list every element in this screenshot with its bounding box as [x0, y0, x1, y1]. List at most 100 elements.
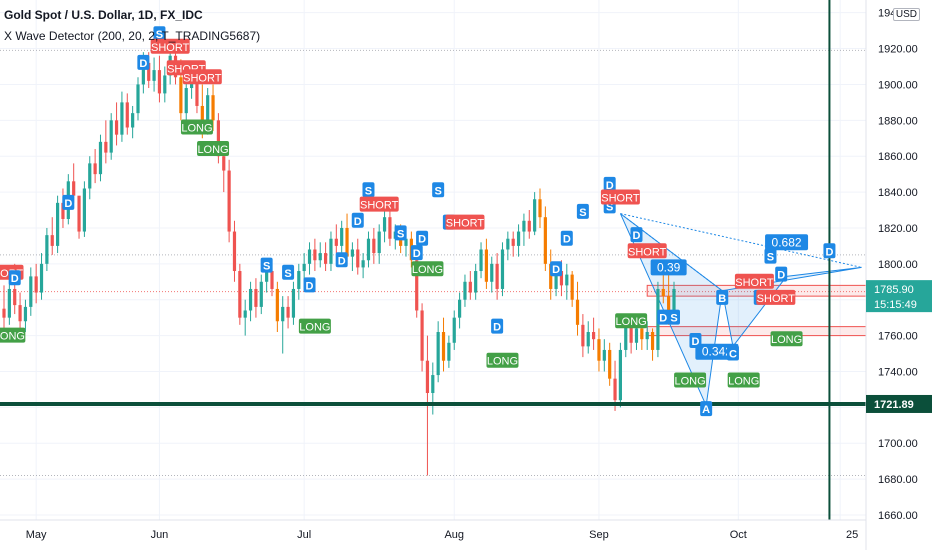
wave-marker [657, 309, 670, 325]
candle [350, 249, 354, 257]
candle [211, 95, 215, 121]
wave-marker [603, 176, 616, 192]
wave-marker [416, 230, 429, 246]
signal-long-label: LONG [487, 356, 518, 368]
pattern-diagonal [620, 213, 723, 292]
currency-button[interactable]: USD [892, 8, 920, 21]
wave-marker [764, 248, 777, 264]
candle [645, 332, 649, 340]
candle [109, 120, 113, 153]
candle [388, 217, 392, 239]
candle [597, 339, 601, 361]
candle [152, 70, 156, 81]
candle [254, 288, 258, 307]
candle [667, 296, 671, 315]
candle [516, 231, 521, 246]
candle [131, 113, 135, 128]
signal-short-label-bg [627, 243, 667, 259]
candle [495, 263, 499, 289]
candle [361, 260, 365, 268]
wave-marker-label: B [718, 293, 726, 305]
candle [275, 288, 279, 322]
candle [147, 62, 151, 81]
wave-marker-label: D [338, 255, 346, 267]
symbol-title: Gold Spot / U.S. Dollar, 1D, FX_IDC [4, 8, 203, 22]
price-tick-label: 1900.00 [878, 79, 918, 91]
signal-long-label: LONG [181, 122, 212, 134]
wave-marker-label: D [418, 234, 426, 246]
wave-marker [550, 261, 563, 277]
wave-marker-label: D [493, 322, 501, 334]
candle [77, 195, 81, 232]
signal-long-label-bg [674, 372, 707, 388]
candle [18, 305, 22, 322]
candle [441, 332, 446, 361]
candle [238, 271, 242, 318]
candle [184, 88, 188, 114]
time-tick-label: Oct [730, 529, 747, 541]
candle [613, 378, 617, 401]
candle [163, 75, 167, 94]
candle [206, 95, 210, 128]
candle [297, 271, 301, 289]
wave-marker-label: D [659, 313, 667, 325]
wave-marker [560, 230, 573, 246]
signal-short-label-bg [734, 273, 774, 289]
signal-short-label: SHORT [446, 218, 485, 230]
last-price-label: 1785.90 [874, 284, 914, 296]
wave-marker [491, 318, 504, 334]
candle [458, 299, 462, 318]
candle [157, 70, 162, 94]
candle [608, 349, 612, 379]
wave-marker [410, 245, 423, 261]
wave-marker-label: D [606, 180, 614, 192]
wave-marker-label: D [633, 230, 641, 242]
signal-long-label: LONG [674, 375, 705, 387]
signal-long-label-bg [298, 318, 331, 334]
pattern-xab [619, 213, 723, 408]
price-tick-label: 1840.00 [878, 187, 918, 199]
wave-marker-label: S [579, 207, 586, 219]
wave-marker [432, 182, 445, 198]
price-tick-label: 1740.00 [878, 366, 918, 378]
wave-marker [394, 225, 407, 241]
candle [56, 202, 60, 246]
wave-marker-label: D [413, 248, 421, 260]
wave-marker [576, 203, 589, 219]
candle [554, 271, 558, 289]
price-tick-label: 1660.00 [878, 510, 918, 522]
candle [634, 328, 639, 343]
time-tick-label: 25 [846, 529, 858, 541]
signal-long-label-bg [486, 352, 519, 368]
wave-marker [8, 270, 21, 286]
candle [624, 324, 628, 350]
price-tick-label: 1820.00 [878, 223, 918, 235]
candle [216, 120, 220, 157]
candle [404, 238, 408, 246]
candle [302, 263, 306, 272]
ratio-label: 0.39 [657, 260, 681, 274]
signal-long-label: LONG [299, 322, 330, 334]
candle [506, 238, 510, 250]
wave-marker [282, 264, 295, 280]
candle [415, 260, 419, 311]
wave-marker-label: D [11, 273, 19, 285]
candle [88, 163, 92, 189]
candle [50, 235, 54, 246]
wave-marker-label: D [825, 246, 833, 258]
candle [313, 249, 317, 261]
wave-marker [62, 194, 75, 210]
candle [281, 306, 285, 322]
indicator-legend[interactable]: X Wave Detector (200, 20, 2, T_TRADING56… [4, 29, 261, 43]
signal-short-label: SHORT [183, 72, 222, 84]
candle [463, 281, 467, 300]
candle [104, 141, 108, 153]
candle [93, 163, 97, 175]
signal-long-label-bg [197, 141, 230, 157]
candle [227, 170, 231, 232]
candle [549, 263, 553, 289]
price-tick-label: 1760.00 [878, 331, 918, 343]
signal-short-label: SHORT [628, 246, 667, 258]
